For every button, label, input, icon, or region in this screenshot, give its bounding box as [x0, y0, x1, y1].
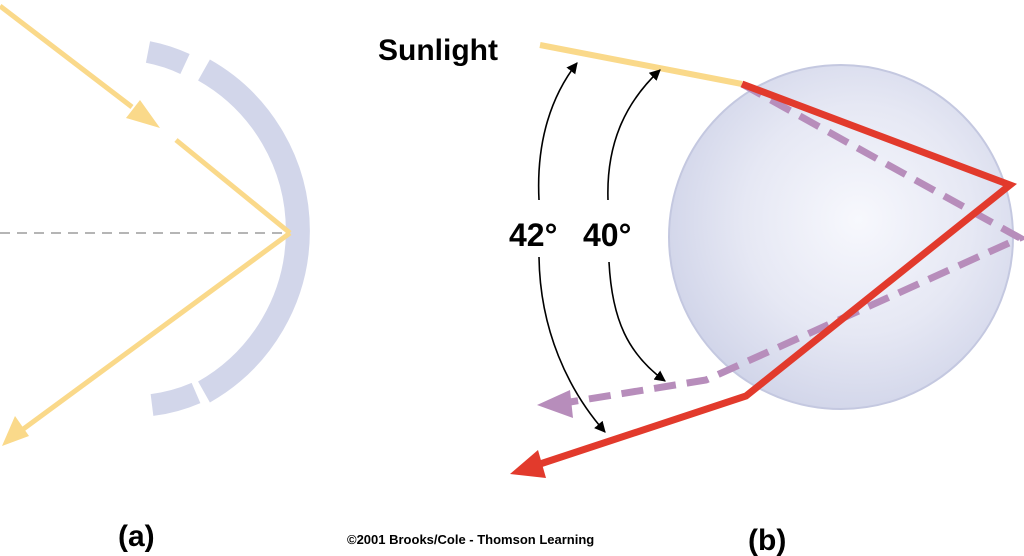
angle-42-label: 42°	[509, 217, 557, 253]
violet-ray-arrowhead	[537, 390, 573, 418]
panel-b-label: (b)	[748, 524, 786, 556]
incident-ray-arrowhead	[126, 100, 160, 128]
angle-40-arc-upper	[607, 69, 661, 201]
panel-b-diagram	[510, 42, 1024, 478]
angle-42-arc-upper	[537, 62, 578, 201]
angle-40-arc-lower	[608, 261, 666, 382]
panel-a-label: (a)	[118, 520, 155, 553]
panel-a-diagram	[0, 4, 310, 446]
angle-42-arc-lower	[538, 256, 606, 433]
incident-ray-upper	[0, 4, 134, 109]
reflector-segment-top	[145, 41, 190, 75]
reflector-segment-main	[198, 59, 310, 403]
reflected-ray	[20, 230, 292, 433]
angle-40-label: 40°	[583, 217, 631, 253]
sunlight-label: Sunlight	[378, 34, 498, 67]
red-ray-arrowhead	[510, 450, 546, 478]
reflector-segment-bottom	[150, 382, 201, 416]
sunlight-ray	[539, 42, 743, 87]
reflected-ray-arrowhead	[2, 416, 29, 446]
raindrop	[668, 64, 1014, 410]
red-ray-path	[538, 80, 1017, 468]
violet-ray-path	[569, 80, 1024, 406]
copyright-notice: ©2001 Brooks/Cole - Thomson Learning	[347, 532, 594, 547]
incident-ray-lower	[174, 138, 292, 235]
